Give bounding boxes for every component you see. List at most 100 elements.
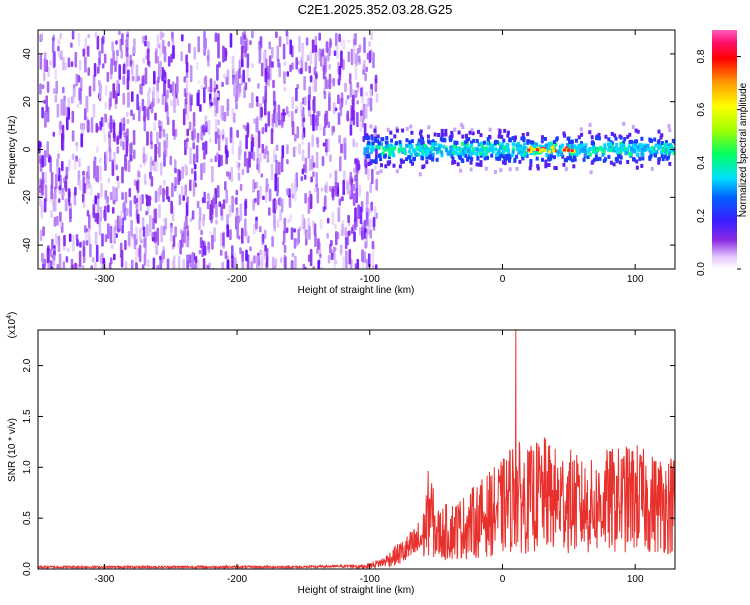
heatmap-noise-cell — [119, 140, 123, 147]
heatmap-signal-cell — [452, 151, 456, 156]
heatmap-noise-cell — [371, 168, 374, 185]
heatmap-noise-cell — [182, 195, 185, 201]
heatmap-signal-cell — [672, 151, 675, 155]
heatmap-noise-cell — [56, 215, 59, 226]
heatmap-signal-cell — [665, 140, 668, 145]
heatmap-signal-cell — [622, 143, 626, 148]
heatmap-noise-cell — [303, 219, 307, 236]
heatmap-noise-cell — [72, 234, 75, 252]
heatmap-noise-cell — [88, 85, 92, 97]
heatmap-signal-cell — [654, 153, 657, 158]
heatmap-noise-cell — [257, 158, 261, 174]
heatmap-signal-cell — [465, 143, 469, 148]
heatmap-signal-cell — [550, 141, 553, 146]
heatmap-noise-cell — [261, 143, 265, 154]
heatmap-noise-cell — [268, 41, 271, 50]
heatmap-noise-cell — [89, 185, 93, 196]
heatmap-noise-cell — [94, 31, 98, 39]
heatmap-noise-cell — [67, 188, 71, 206]
heatmap-noise-cell — [222, 199, 226, 209]
heatmap-noise-cell — [275, 159, 278, 177]
heatmap-noise-cell — [124, 154, 127, 170]
heatmap-signal-cell — [577, 135, 581, 140]
heatmap-signal-cell — [370, 145, 374, 150]
heatmap-noise-cell — [350, 178, 354, 184]
heatmap-noise-cell — [116, 146, 120, 154]
heatmap-noise-cell — [274, 173, 277, 192]
heatmap-signal-cell — [369, 124, 373, 129]
heatmap-noise-cell — [66, 117, 69, 131]
heatmap-noise-cell — [263, 229, 267, 240]
heatmap-noise-cell — [51, 238, 54, 250]
heatmap-noise-cell — [146, 131, 149, 146]
heatmap-signal-cell — [372, 159, 376, 164]
heatmap-noise-cell — [224, 181, 227, 191]
heatmap-noise-cell — [370, 31, 374, 41]
heatmap-noise-cell — [355, 141, 358, 148]
heatmap-signal-cell — [663, 148, 667, 153]
heatmap-signal-cell — [607, 142, 610, 147]
heatmap-noise-cell — [347, 51, 351, 63]
heatmap-noise-cell — [130, 109, 133, 117]
heatmap-signal-cell — [431, 157, 435, 162]
heatmap-signal-cell — [417, 152, 421, 157]
heatmap-noise-cell — [251, 30, 254, 39]
heatmap-noise-cell — [318, 32, 321, 41]
heatmap-signal-cell — [499, 145, 503, 150]
heatmap-signal-cell — [423, 149, 427, 154]
heatmap-signal-cell — [363, 147, 367, 152]
snr-plot: -300 -200 -100 0 100 0.0 0.5 1.0 1.5 2.0 Height … — [6, 312, 676, 596]
heatmap-signal-cell — [515, 146, 519, 151]
heatmap-noise-cell — [157, 98, 161, 104]
heatmap-noise-cell — [243, 151, 247, 167]
heatmap-signal-cell — [381, 137, 385, 142]
heatmap-noise-cell — [218, 201, 221, 207]
heatmap-noise-cell — [42, 226, 45, 237]
heatmap-signal-cell — [453, 141, 457, 146]
heatmap-signal-cell — [429, 151, 433, 156]
heatmap-noise-cell — [256, 255, 259, 269]
heatmap-noise-cell — [126, 31, 129, 37]
heatmap-noise-cell — [159, 162, 163, 176]
heatmap-noise-cell — [203, 87, 206, 104]
heatmap-noise-cell — [338, 65, 342, 75]
heatmap-signal-cell — [409, 159, 413, 164]
heatmap-noise-cell — [255, 96, 259, 102]
heatmap-noise-cell — [196, 92, 200, 106]
heatmap-noise-cell — [277, 58, 280, 68]
heatmap-noise-cell — [220, 105, 223, 119]
heatmap-signal-cell — [466, 156, 470, 161]
heatmap-noise-cell — [163, 179, 166, 186]
heatmap-noise-cell — [349, 124, 353, 136]
heatmap-noise-cell — [43, 150, 47, 167]
heatmap-noise-cell — [53, 250, 56, 255]
heatmap-signal-cell — [626, 160, 630, 164]
heatmap-noise-cell — [177, 256, 181, 269]
heatmap-noise-cell — [87, 33, 90, 39]
heatmap-noise-cell — [278, 36, 282, 47]
heatmap-noise-cell — [159, 31, 163, 40]
heatmap-signal-cell — [498, 129, 502, 134]
heatmap-signal-cell — [590, 135, 594, 140]
heatmap-noise-cell — [215, 219, 218, 225]
heatmap-signal-cell — [610, 141, 614, 146]
heatmap-noise-cell — [348, 230, 351, 236]
heatmap-noise-cell — [325, 180, 328, 194]
heatmap-noise-cell — [348, 186, 352, 196]
heatmap-noise-cell — [241, 58, 244, 68]
heatmap-signal-cell — [365, 154, 369, 158]
heatmap-signal-cell — [496, 156, 500, 161]
heatmap-noise-cell — [228, 205, 232, 218]
heatmap-noise-cell — [345, 179, 349, 190]
heatmap-noise-cell — [142, 57, 145, 64]
heatmap-noise-cell — [109, 191, 113, 201]
heatmap-noise-cell — [271, 46, 274, 59]
heatmap-signal-cell — [569, 154, 573, 158]
heatmap-signal-cell — [403, 151, 407, 156]
heatmap-signal-cell — [399, 143, 403, 148]
heatmap-signal-cell — [619, 141, 623, 146]
heatmap-noise-cell — [122, 202, 126, 214]
heatmap-signal-cell — [601, 149, 605, 154]
heatmap-noise-cell — [74, 186, 77, 196]
heatmap-noise-cell — [116, 49, 119, 57]
